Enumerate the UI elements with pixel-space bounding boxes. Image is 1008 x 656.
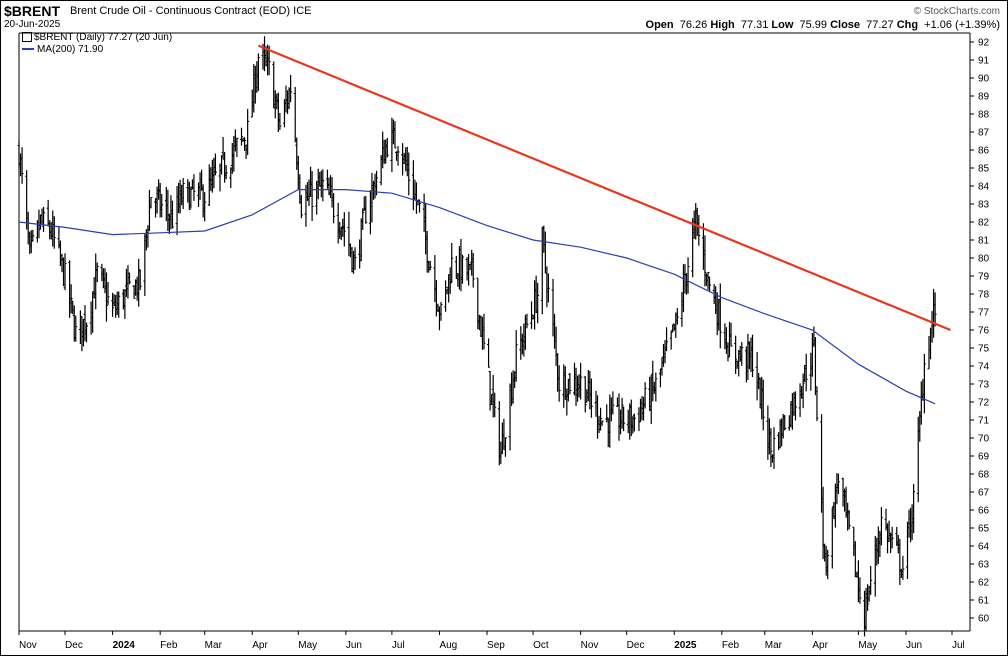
symbol-title: $BRENT — [4, 3, 61, 19]
x-tick-label: Aug — [439, 640, 457, 651]
x-tick-label: Mar — [765, 640, 783, 651]
y-tick-label: 71 — [978, 416, 990, 427]
y-tick-label: 79 — [978, 272, 990, 283]
y-tick-label: 86 — [978, 146, 990, 157]
close-label: Close — [830, 19, 861, 31]
y-tick-label: 83 — [978, 200, 990, 211]
y-tick-label: 70 — [978, 434, 990, 445]
y-tick-label: 88 — [978, 110, 990, 121]
x-tick-label: May — [858, 640, 877, 651]
x-tick-label: Dec — [627, 640, 645, 651]
x-tick-label: Nov — [19, 640, 37, 651]
resistance-trendline — [257, 44, 951, 332]
close-value: 77.27 — [866, 19, 894, 31]
y-tick-label: 82 — [978, 218, 990, 229]
y-tick-label: 72 — [978, 398, 990, 409]
high-value: 77.31 — [740, 19, 769, 31]
y-tick-label: 63 — [978, 560, 990, 571]
ohlc-summary: Open 76.26 High 77.31 Low 75.99 Close 77… — [646, 19, 1000, 31]
x-tick-label: Nov — [581, 640, 599, 651]
x-tick-label: Apr — [252, 640, 268, 651]
y-tick-label: 78 — [978, 290, 990, 301]
y-tick-label: 87 — [978, 128, 990, 139]
y-tick-label: 89 — [978, 92, 990, 103]
high-label: High — [710, 19, 735, 31]
x-tick-label: Jun — [906, 640, 922, 651]
x-tick-label: Jul — [392, 640, 405, 651]
x-tick-label: Oct — [533, 640, 549, 651]
legend-price-label: $BRENT (Daily) 77.27 (20 Jun) — [34, 32, 173, 43]
x-tick-label: Dec — [65, 640, 83, 651]
y-tick-label: 64 — [978, 542, 990, 553]
x-tick-label: Sep — [487, 640, 505, 651]
y-tick-label: 85 — [978, 164, 990, 175]
y-tick-label: 74 — [978, 362, 990, 373]
symbol-description: Brent Crude Oil - Continuous Contract (E… — [70, 5, 312, 17]
chart-date: 20-Jun-2025 — [4, 19, 61, 30]
y-tick-label: 84 — [978, 182, 990, 193]
y-tick-label: 67 — [978, 488, 990, 499]
y-tick-label: 69 — [978, 452, 990, 463]
y-tick-label: 76 — [978, 326, 990, 337]
y-tick-label: 61 — [978, 596, 990, 607]
ma200-line — [18, 189, 936, 405]
legend-price: $BRENT (Daily) 77.27 (20 Jun) — [22, 32, 172, 43]
x-tick-label: 2025 — [674, 640, 697, 651]
x-tick-label: May — [298, 640, 317, 651]
x-tick-label: Jul — [952, 640, 965, 651]
x-tick-label: Apr — [812, 640, 828, 651]
y-tick-label: 66 — [978, 506, 990, 517]
legend-ma: MA(200) 71.90 — [22, 44, 103, 55]
y-tick-label: 60 — [978, 614, 990, 625]
y-tick-label: 81 — [978, 236, 990, 247]
chg-value: +1.06 (+1.39%) — [924, 19, 1000, 31]
ma-swatch-icon — [22, 48, 34, 51]
x-tick-label: Feb — [160, 640, 178, 651]
open-label: Open — [645, 19, 674, 31]
x-tick-label: Mar — [205, 640, 223, 651]
low-label: Low — [771, 19, 794, 31]
y-tick-label: 90 — [978, 74, 990, 85]
x-tick-label: Jun — [346, 640, 362, 651]
y-tick-label: 92 — [978, 38, 990, 49]
x-tick-label: 2024 — [113, 640, 136, 651]
y-tick-label: 62 — [978, 578, 990, 589]
y-tick-label: 65 — [978, 524, 990, 535]
y-tick-label: 68 — [978, 470, 990, 481]
open-value: 76.26 — [679, 19, 708, 31]
low-value: 75.99 — [799, 19, 828, 31]
stockcharts-watermark: © StockCharts.com — [913, 6, 1000, 17]
y-tick-label: 73 — [978, 380, 990, 391]
chg-label: Chg — [896, 19, 919, 31]
x-tick-label: Feb — [722, 640, 740, 651]
y-tick-label: 80 — [978, 254, 990, 265]
y-tick-label: 77 — [978, 308, 990, 319]
y-tick-label: 91 — [978, 56, 990, 67]
price-swatch-icon — [22, 32, 32, 43]
y-tick-label: 75 — [978, 344, 990, 355]
legend-ma-label: MA(200) 71.90 — [37, 44, 104, 55]
